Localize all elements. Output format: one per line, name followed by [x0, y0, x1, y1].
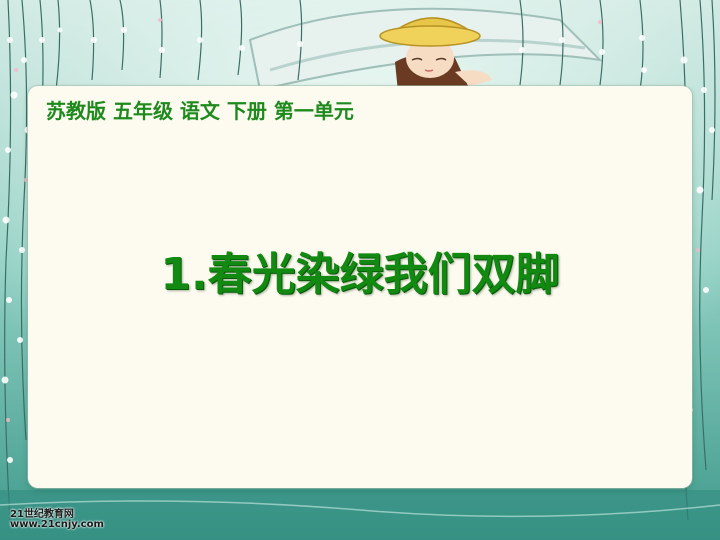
content-panel [28, 86, 692, 488]
watermark-line-2: www.21cnjy.com [10, 519, 104, 530]
lesson-title: 1.春光染绿我们双脚 [160, 249, 560, 300]
watermark: 21世纪教育网 www.21cnjy.com [10, 505, 110, 535]
watermark-line-1: 21世纪教育网 [10, 509, 74, 520]
girl-in-boat-illustration [379, 17, 492, 96]
course-subtitle: 苏教版 五年级 语文 下册 第一单元 [46, 99, 354, 123]
